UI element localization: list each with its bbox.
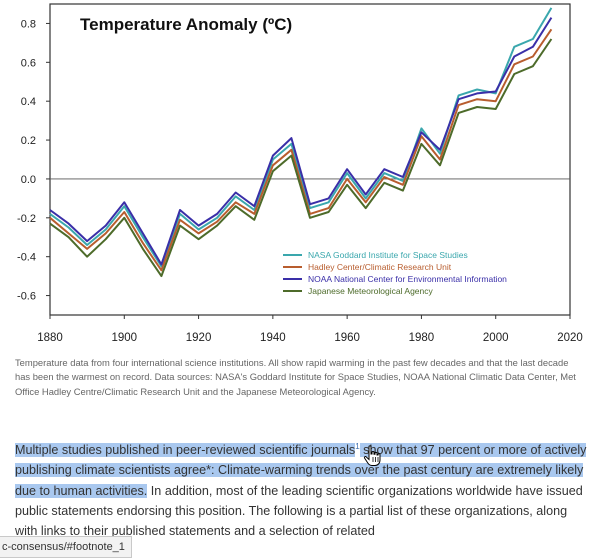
x-tick-label: 2000 xyxy=(483,332,509,344)
y-tick-label: 0.0 xyxy=(21,174,36,186)
y-tick-label: 0.8 xyxy=(21,18,36,30)
series-line xyxy=(49,17,553,266)
legend-label: Japanese Meteorological Agency xyxy=(308,286,433,296)
chart-caption: Temperature data from four international… xyxy=(15,357,576,397)
status-bar-url: c-consensus/#footnote_1 xyxy=(0,536,132,558)
chart-title: Temperature Anomaly (ºC) xyxy=(80,15,292,34)
x-tick-label: 1940 xyxy=(260,332,286,344)
article-paragraph: Multiple studies published in peer-revie… xyxy=(15,437,590,542)
temperature-chart: Temperature Anomaly (ºC) -0.6 -0.4 -0.2 0.0… xyxy=(17,3,583,344)
highlighted-link-text[interactable]: Multiple studies published in peer-revie… xyxy=(15,443,356,458)
x-tick-label: 2020 xyxy=(557,332,583,344)
y-tick-label: -0.6 xyxy=(17,291,36,303)
legend-label: NASA Goddard Institute for Space Studies xyxy=(308,250,468,260)
plot-frame xyxy=(49,3,571,316)
legend-label: NOAA National Center for Environmental I… xyxy=(308,274,507,284)
paragraph-text: In addition, most of the leading scienti… xyxy=(15,483,583,539)
footnote-link[interactable]: 1 xyxy=(355,442,360,451)
y-tick-label: -0.4 xyxy=(17,252,36,264)
y-tick-label: 0.4 xyxy=(21,96,36,108)
x-tick-label: 1960 xyxy=(334,332,360,344)
series-line xyxy=(49,28,553,272)
y-tick-label: 0.2 xyxy=(21,135,36,147)
x-tick-label: 1920 xyxy=(186,332,212,344)
x-tick-label: 1980 xyxy=(409,332,435,344)
y-tick-label: 0.6 xyxy=(21,57,36,69)
hand-pointer-icon xyxy=(363,445,381,466)
series-line xyxy=(49,38,553,278)
y-tick-label: -0.2 xyxy=(17,213,36,225)
x-tick-label: 1900 xyxy=(111,332,137,344)
legend-label: Hadley Center/Climatic Research Unit xyxy=(308,262,452,272)
chart-svg: Temperature Anomaly (ºC) -0.6 -0.4 -0.2 0.0… xyxy=(17,3,583,344)
series-line xyxy=(49,7,553,268)
x-tick-label: 1880 xyxy=(37,332,63,344)
